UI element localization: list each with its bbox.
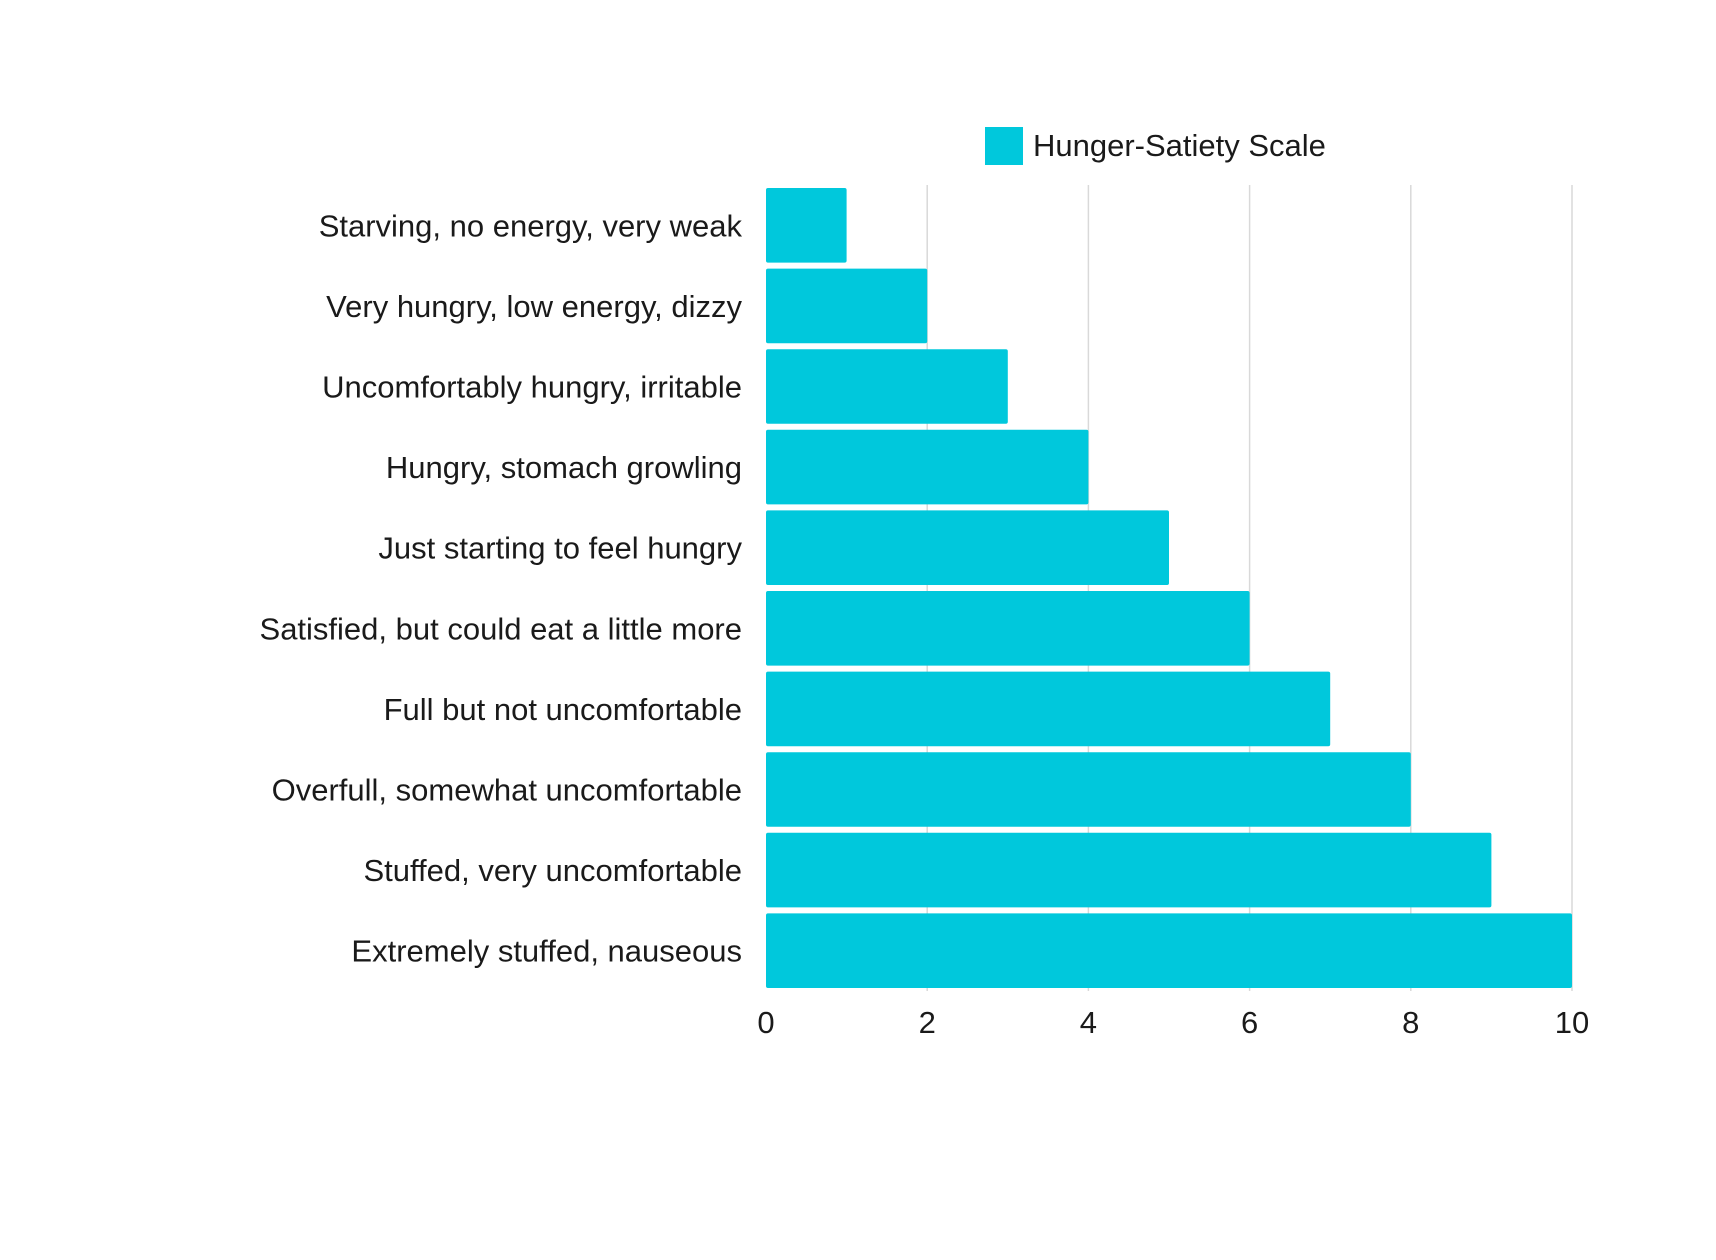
- x-tick-label: 0: [757, 1005, 774, 1040]
- category-labels: Starving, no energy, very weak Very hungr…: [260, 208, 743, 968]
- bar: [766, 268, 928, 344]
- legend-swatch: [985, 127, 1023, 165]
- x-tick-label: 4: [1080, 1005, 1097, 1040]
- bar: [766, 429, 1089, 505]
- category-label: Satisfied, but could eat a little more: [260, 611, 742, 646]
- x-tick-label: 10: [1555, 1005, 1589, 1040]
- category-label: Just starting to feel hungry: [378, 531, 742, 566]
- category-label: Starving, no energy, very weak: [319, 208, 743, 243]
- bar-series: [766, 188, 1572, 988]
- x-tick-label: 6: [1241, 1005, 1258, 1040]
- category-label: Hungry, stomach growling: [386, 450, 742, 485]
- legend: Hunger-Satiety Scale: [985, 127, 1326, 165]
- legend-label: Hunger-Satiety Scale: [1033, 128, 1326, 163]
- category-label: Very hungry, low energy, dizzy: [326, 289, 742, 324]
- bar: [766, 913, 1572, 988]
- bar: [766, 510, 1169, 585]
- bar: [766, 349, 1008, 424]
- x-axis-tick-labels: 0 2 4 6 8 10: [757, 1005, 1589, 1040]
- category-label: Stuffed, very uncomfortable: [363, 853, 742, 888]
- x-tick-label: 2: [919, 1005, 936, 1040]
- bar: [766, 591, 1250, 666]
- bar: [766, 188, 847, 263]
- category-label: Uncomfortably hungry, irritable: [322, 370, 742, 405]
- bar: [766, 832, 1492, 908]
- bar: [766, 752, 1411, 827]
- category-label: Extremely stuffed, nauseous: [351, 934, 742, 969]
- category-label: Full but not uncomfortable: [384, 692, 742, 727]
- category-label: Overfull, somewhat uncomfortable: [272, 773, 742, 808]
- x-tick-label: 8: [1402, 1005, 1419, 1040]
- bar: [766, 671, 1331, 747]
